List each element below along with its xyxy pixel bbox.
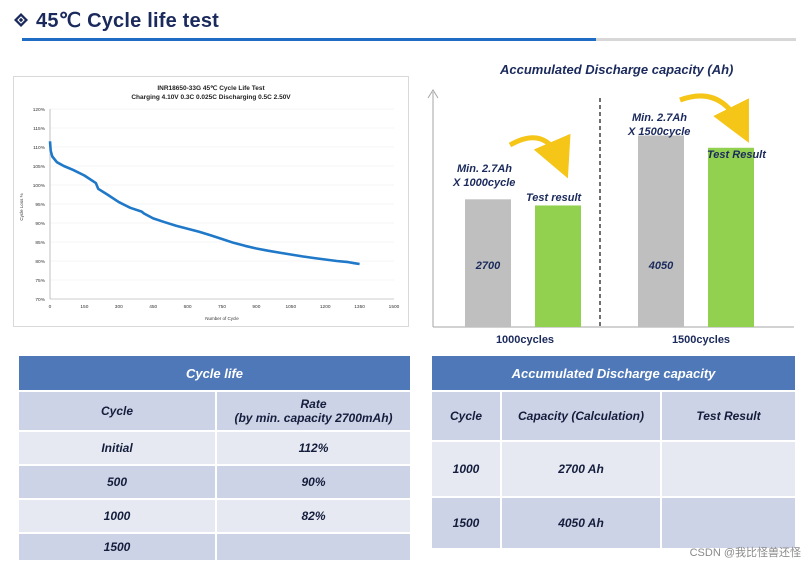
- capacity-cell: 2700 Ah: [500, 440, 660, 496]
- category-label-1000: 1000cycles: [496, 334, 554, 346]
- y-axis-label: Cycle Loss %: [19, 193, 24, 220]
- cycle-cell: 500: [19, 464, 215, 498]
- result-cell: [660, 496, 795, 548]
- cycle-life-table-title: Cycle life: [19, 356, 410, 390]
- watermark: CSDN @我比怪兽还怪: [689, 547, 801, 559]
- x-tick-label: 750: [218, 304, 226, 310]
- header-rule-gray: [596, 38, 796, 41]
- result-1500-annotation: Test Result: [707, 149, 767, 161]
- col-header-capacity: Capacity (Calculation): [500, 390, 660, 440]
- cycle-cell: 1000: [432, 440, 500, 496]
- x-tick-label: 900: [252, 304, 260, 310]
- capacity-table: Accumulated Discharge capacity Cycle Cap…: [432, 356, 795, 548]
- cycle-life-table: Cycle life Cycle Rate (by min. capacity 2…: [19, 356, 410, 560]
- x-tick-label: 600: [184, 304, 192, 310]
- header-rule: [22, 38, 596, 41]
- cycle-cell: Initial: [19, 430, 215, 464]
- x-tick-label: 1350: [354, 304, 365, 310]
- page-header: 45℃ Cycle life test: [14, 6, 219, 34]
- cycle-loss-chart: INR18650-33G 45℃ Cycle Life Test Chargin…: [13, 76, 409, 327]
- min-1000-sub-annotation: X 1000cycle: [452, 177, 515, 189]
- y-tick-label: 85%: [35, 240, 45, 246]
- cycle-cell: 1500: [432, 496, 500, 548]
- capacity-bar-chart-svg: 2700 4050 1000cycles 1500cycles Min. 2.7A…: [427, 89, 794, 346]
- x-tick-label: 1500: [389, 304, 400, 310]
- rate-cell: 82%: [215, 498, 410, 532]
- rate-cell: 112%: [215, 430, 410, 464]
- min-capacity-bar: [465, 199, 511, 327]
- rate-cell: 90%: [215, 464, 410, 498]
- col-header-cycle: Cycle: [19, 390, 215, 430]
- result-1000-annotation: Test result: [526, 192, 583, 204]
- col-header-rate-line2: (by min. capacity 2700mAh): [234, 411, 393, 425]
- x-tick-label: 1050: [285, 304, 296, 310]
- y-tick-label: 115%: [33, 126, 46, 132]
- capacity-cell: 4050 Ah: [500, 496, 660, 548]
- col-header-rate-line1: Rate: [300, 397, 327, 411]
- y-axis-arrow-icon: [427, 89, 439, 99]
- cycle-loss-chart-svg: INR18650-33G 45℃ Cycle Life Test Chargin…: [19, 84, 400, 321]
- capacity-bar-chart: 2700 4050 1000cycles 1500cycles Min. 2.7A…: [420, 80, 800, 350]
- min-1000-annotation: Min. 2.7Ah: [457, 163, 512, 175]
- y-tick-label: 90%: [35, 221, 45, 227]
- bar-value-label: 2700: [475, 260, 501, 272]
- cycle-loss-series-line: [48, 141, 360, 266]
- test-result-bar: [535, 205, 581, 327]
- curved-arrow-1500-icon: [679, 93, 749, 143]
- y-tick-label: 110%: [33, 145, 46, 151]
- min-capacity-bar: [638, 135, 684, 327]
- test-result-bar: [708, 147, 754, 327]
- y-tick-label: 70%: [35, 297, 45, 303]
- capacity-table-title: Accumulated Discharge capacity: [432, 356, 795, 390]
- bar-value-label: 4050: [648, 260, 674, 272]
- cycle-cell: 1500: [19, 532, 215, 560]
- x-tick-label: 0: [49, 304, 52, 310]
- chart-title: INR18650-33G 45℃ Cycle Life Test: [157, 84, 265, 92]
- col-header-result: Test Result: [660, 390, 795, 440]
- col-header-rate: Rate (by min. capacity 2700mAh): [215, 390, 410, 430]
- result-cell: [660, 440, 795, 496]
- x-tick-label: 450: [149, 304, 157, 310]
- y-tick-label: 120%: [33, 107, 46, 113]
- y-tick-label: 75%: [35, 278, 45, 284]
- chart-subtitle: Charging 4.10V 0.3C 0.025C Discharging 0…: [131, 94, 291, 101]
- min-1500-sub-annotation: X 1500cycle: [627, 126, 690, 138]
- x-tick-label: 150: [80, 304, 88, 310]
- min-1500-annotation: Min. 2.7Ah: [632, 112, 687, 124]
- x-tick-label: 300: [115, 304, 123, 310]
- y-tick-label: 80%: [35, 259, 45, 265]
- diamond-bullet-icon: [14, 13, 28, 27]
- y-tick-label: 95%: [35, 202, 45, 208]
- rate-cell: [215, 532, 410, 560]
- col-header-cycle: Cycle: [432, 390, 500, 440]
- page-title: 45℃ Cycle life test: [36, 9, 220, 32]
- curved-arrow-1000-icon: [508, 133, 571, 179]
- category-label-1500: 1500cycles: [672, 334, 730, 346]
- cycle-cell: 1000: [19, 498, 215, 532]
- y-tick-label: 100%: [33, 183, 46, 189]
- x-axis-label: Number of Cycle: [205, 316, 239, 321]
- x-tick-label: 1200: [320, 304, 331, 310]
- y-tick-label: 105%: [33, 164, 46, 170]
- capacity-chart-title: Accumulated Discharge capacity (Ah): [500, 62, 734, 77]
